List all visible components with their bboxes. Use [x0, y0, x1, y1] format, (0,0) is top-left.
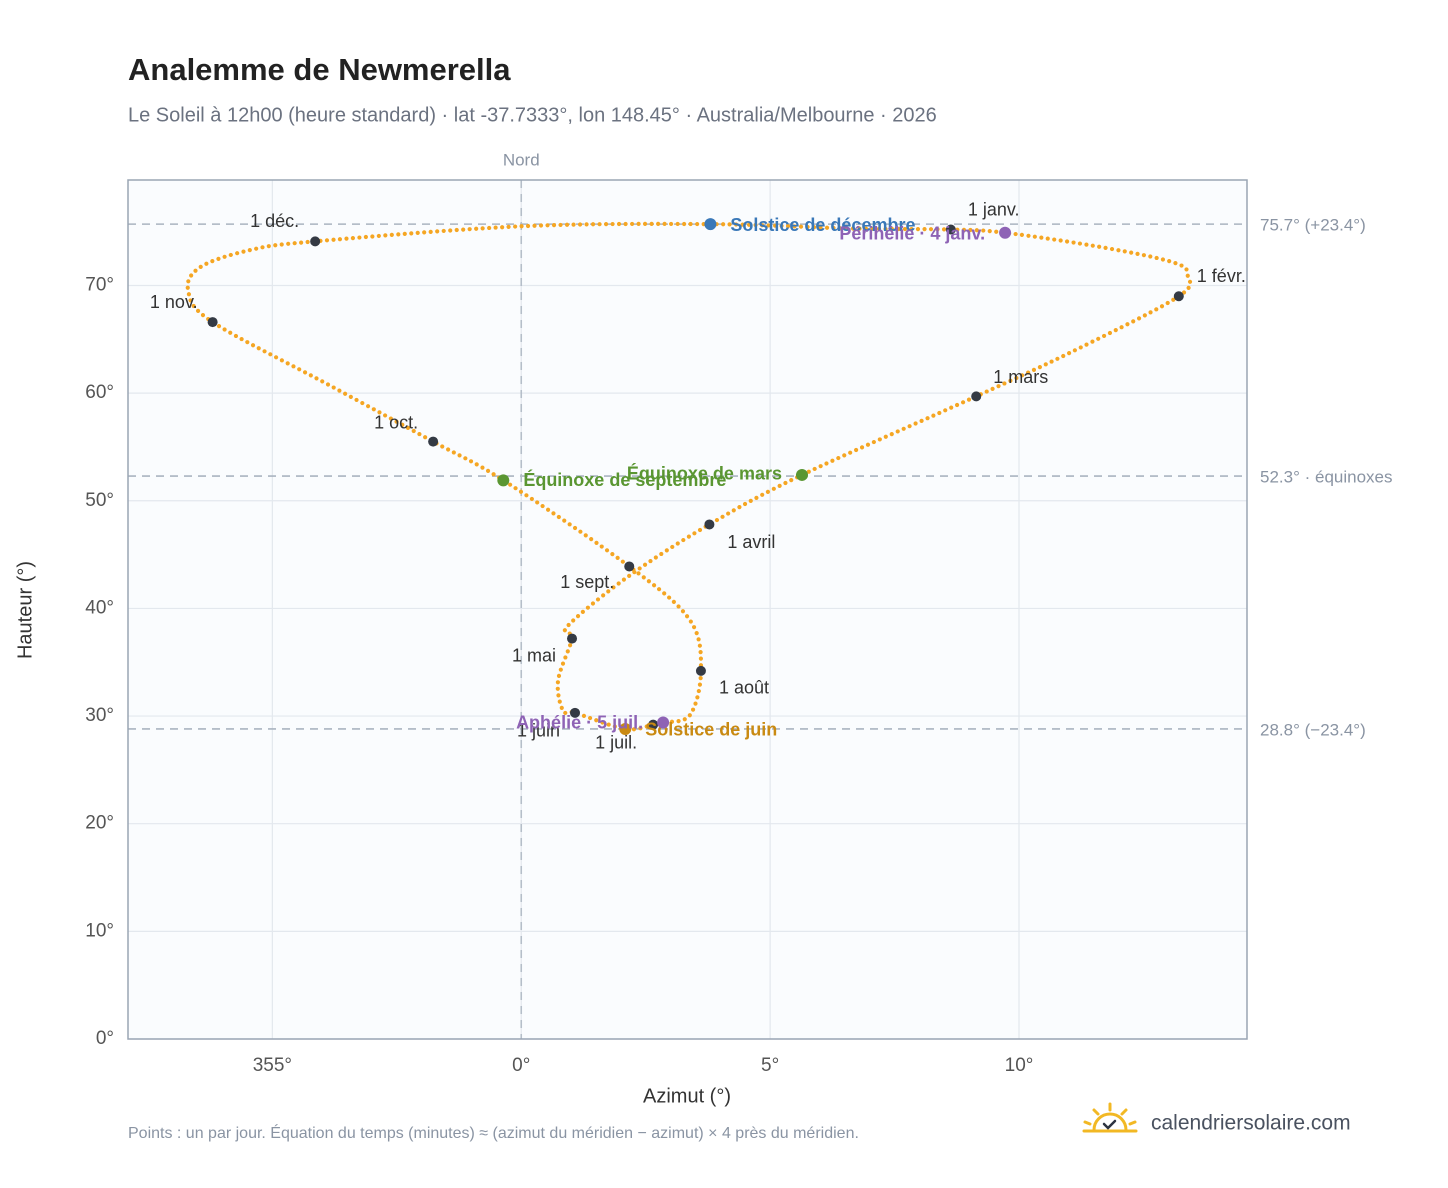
plot-layer: 1 janv. 1 févr. 1 mars 1 avril 1 mai 1 juin 1 … [128, 180, 1247, 1040]
month-point [945, 224, 956, 235]
chart-subtitle: Le Soleil à 12h00 (heure standard) · lat… [128, 104, 937, 126]
y-tick-label: 0° [96, 1028, 114, 1049]
brand-name: calendriersolaire.com [1151, 1112, 1351, 1135]
brand-logo [1082, 1102, 1138, 1133]
event-point [497, 474, 510, 487]
month-point [648, 719, 659, 730]
y-tick-label: 20° [85, 813, 114, 834]
footnote: Points : un par jour. Équation du temps … [128, 1123, 859, 1142]
x-tick-label: 10° [1005, 1055, 1034, 1076]
chart-title: Analemme de Newmerella [128, 52, 511, 87]
month-point [428, 436, 439, 447]
plot-area [128, 180, 1247, 1039]
y-tick-label: 10° [85, 920, 114, 941]
month-label: 1 juil. [595, 732, 637, 752]
x-axis-label: Azimut (°) [643, 1085, 731, 1107]
month-point [310, 236, 321, 247]
month-label: 1 juin [517, 721, 560, 741]
y-axis-label: Hauteur (°) [14, 561, 36, 659]
month-point [624, 561, 635, 572]
month-point [971, 391, 982, 402]
month-label: 1 mars [993, 367, 1048, 387]
month-label: 1 mai [512, 645, 556, 665]
month-label: 1 févr. [1197, 266, 1246, 286]
event-point [619, 722, 632, 735]
event-label: Périhélie · 4 janv. [839, 223, 985, 243]
event-label: Aphélie · 5 juil. [516, 712, 643, 732]
event-label: Solstice de juin [645, 720, 777, 740]
reference-label: 75.7° (+23.4°) [1260, 216, 1366, 235]
x-tick-label: 5° [761, 1055, 779, 1076]
month-point [570, 707, 581, 718]
event-point [657, 716, 670, 729]
month-point [1173, 291, 1184, 302]
month-point [695, 665, 706, 676]
event-point [999, 226, 1012, 239]
month-label: 1 avril [727, 532, 775, 552]
x-tick-label: 355° [253, 1055, 292, 1076]
month-label: 1 sept. [560, 572, 614, 592]
event-point [704, 218, 717, 231]
reference-label: 28.8° (−23.4°) [1260, 720, 1366, 739]
event-label: Équinoxe de septembre [523, 469, 726, 490]
north-label: Nord [503, 150, 540, 169]
y-tick-label: 40° [85, 597, 114, 618]
y-tick-label: 60° [85, 382, 114, 403]
month-label: 1 oct. [374, 412, 418, 432]
event-label: Solstice de décembre [730, 215, 915, 235]
month-point [567, 633, 578, 644]
event-point [795, 468, 808, 481]
reference-label: 52.3° · équinoxes [1260, 468, 1393, 487]
month-point [207, 317, 218, 328]
y-tick-label: 50° [85, 490, 114, 511]
month-label: 1 déc. [250, 211, 299, 231]
month-label: 1 août [719, 678, 769, 698]
month-label: 1 janv. [968, 199, 1020, 219]
y-tick-label: 70° [85, 275, 114, 296]
month-label: 1 nov. [150, 292, 198, 312]
plot-frame [127, 179, 1248, 1040]
event-label: Équinoxe de mars [627, 463, 782, 484]
x-tick-label: 0° [512, 1055, 530, 1076]
y-tick-label: 30° [85, 705, 114, 726]
month-point [704, 519, 715, 530]
